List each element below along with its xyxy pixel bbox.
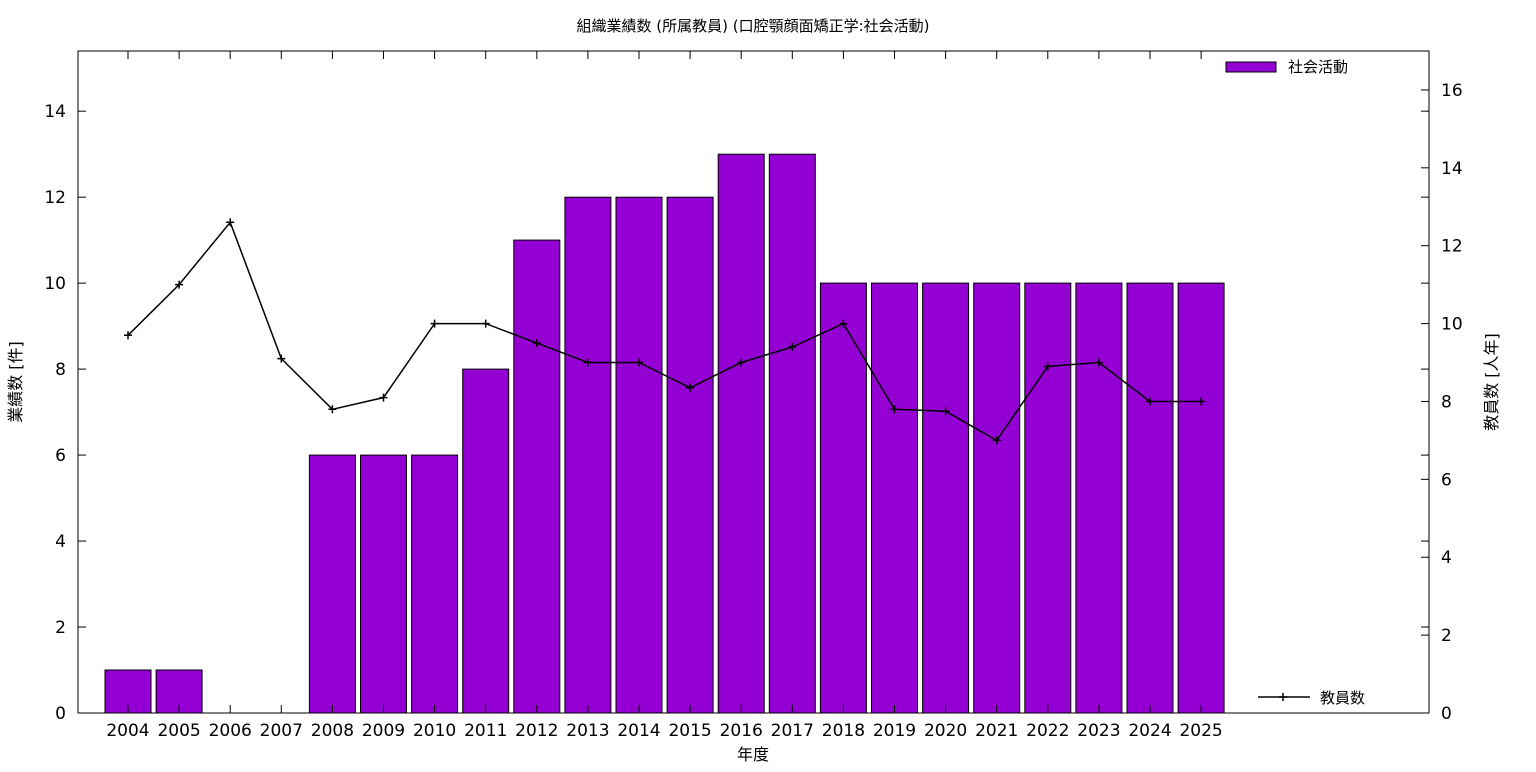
y-tick-label: 12 <box>44 188 66 208</box>
line-point <box>379 393 388 402</box>
bar <box>360 454 407 714</box>
line-point <box>226 218 235 227</box>
legend-line: 教員数 <box>1258 689 1365 707</box>
bar <box>768 153 816 714</box>
x-tick-label: 2022 <box>1026 721 1069 741</box>
line-point <box>890 405 899 414</box>
y-axis-label: 業績数 [件] <box>6 341 25 423</box>
x-tick-label: 2014 <box>617 721 660 741</box>
plot-frame <box>77 50 1430 714</box>
line-point <box>1146 397 1154 406</box>
y2-axis-label: 教員数 [人年] <box>1482 333 1501 431</box>
series-line <box>127 220 1202 442</box>
line-point <box>1043 362 1052 371</box>
x-tick-label: 2017 <box>771 721 814 741</box>
x-tick-label: 2018 <box>822 721 865 741</box>
bar <box>1024 282 1072 714</box>
line-point <box>328 405 337 414</box>
line-point <box>788 343 797 351</box>
right-axis: 0 2 4 6 8 10 12 14 16 <box>1421 81 1463 724</box>
x-tick-label: 2007 <box>260 721 303 741</box>
y2-tick-label: 8 <box>1441 392 1452 412</box>
y2-tick-label: 4 <box>1441 548 1452 568</box>
y-tick-label: 6 <box>55 446 66 466</box>
y2-tick-label: 14 <box>1441 159 1463 179</box>
legend-line-label: 教員数 <box>1320 689 1365 707</box>
y2-tick-label: 2 <box>1441 626 1452 646</box>
x-tick-label: 2006 <box>209 721 252 741</box>
line-point <box>481 319 490 328</box>
bar <box>513 239 561 714</box>
legend-line-marker <box>1279 693 1287 701</box>
y-tick-label: 0 <box>55 704 66 724</box>
bar <box>564 196 612 714</box>
x-tick-label: 2012 <box>515 721 558 741</box>
line-point <box>1094 358 1103 367</box>
bar <box>666 196 714 714</box>
line-point <box>175 280 184 289</box>
x-axis-label: 年度 <box>737 745 769 764</box>
x-tick-label: 2008 <box>311 721 354 741</box>
x-tick-label: 2023 <box>1077 721 1120 741</box>
line-point <box>124 331 132 340</box>
y-tick-label: 10 <box>44 274 66 294</box>
chart-title: 組織業績数 (所属教員) (口腔顎顔面矯正学:社会活動) <box>576 17 929 35</box>
legend-bar-label: 社会活動 <box>1288 58 1348 76</box>
y2-tick-label: 6 <box>1441 470 1452 490</box>
line-point <box>635 358 643 367</box>
bar <box>462 368 510 714</box>
x-tick-label: 2016 <box>720 721 763 741</box>
x-tick-label: 2004 <box>106 721 149 741</box>
line-point <box>839 319 848 328</box>
y2-tick-label: 12 <box>1441 237 1463 257</box>
x-tick-label: 2020 <box>924 721 967 741</box>
bar <box>411 454 459 714</box>
y-tick-label: 14 <box>44 102 66 122</box>
bar <box>922 282 970 714</box>
y2-tick-label: 16 <box>1441 81 1463 101</box>
bar <box>308 454 356 714</box>
x-tick-label: 2005 <box>157 721 200 741</box>
bar <box>973 282 1021 714</box>
y-tick-label: 4 <box>55 532 66 552</box>
line-point <box>583 358 592 367</box>
x-tick-label: 2011 <box>464 721 507 741</box>
left-axis: 0 2 4 6 8 10 12 14 <box>44 102 1429 724</box>
bar <box>871 282 918 714</box>
line-layer <box>124 218 1206 445</box>
y2-tick-label: 0 <box>1441 704 1452 724</box>
line-point <box>430 319 439 328</box>
x-tick-label: 2010 <box>413 721 456 741</box>
x-tick-label: 2019 <box>873 721 916 741</box>
legend-bar-swatch <box>1225 61 1277 73</box>
y-tick-label: 8 <box>55 360 66 380</box>
line-point <box>992 436 1001 445</box>
line-point <box>941 407 950 416</box>
y2-tick-label: 10 <box>1441 315 1463 335</box>
bar <box>1177 282 1225 714</box>
y-tick-label: 2 <box>55 618 66 638</box>
x-axis: 2004 2005 2006 2007 2008 2009 2010 2011 2012 2013… <box>106 51 1223 741</box>
bar <box>1075 282 1123 714</box>
line-point <box>532 339 541 348</box>
x-tick-label: 2015 <box>668 721 711 741</box>
bar <box>615 196 663 714</box>
line-point <box>1197 397 1206 406</box>
bars-layer <box>104 153 1225 714</box>
line-point <box>277 354 286 363</box>
legend-bar: 社会活動 <box>1225 58 1348 76</box>
x-tick-label: 2013 <box>566 721 609 741</box>
x-tick-label: 2021 <box>975 721 1018 741</box>
line-point <box>737 358 746 367</box>
x-tick-label: 2025 <box>1179 721 1222 741</box>
x-tick-label: 2009 <box>362 721 405 741</box>
x-tick-label: 2024 <box>1128 721 1171 741</box>
bar <box>717 153 765 714</box>
line-point <box>686 383 695 392</box>
bar <box>819 282 867 714</box>
bar <box>1126 282 1174 714</box>
